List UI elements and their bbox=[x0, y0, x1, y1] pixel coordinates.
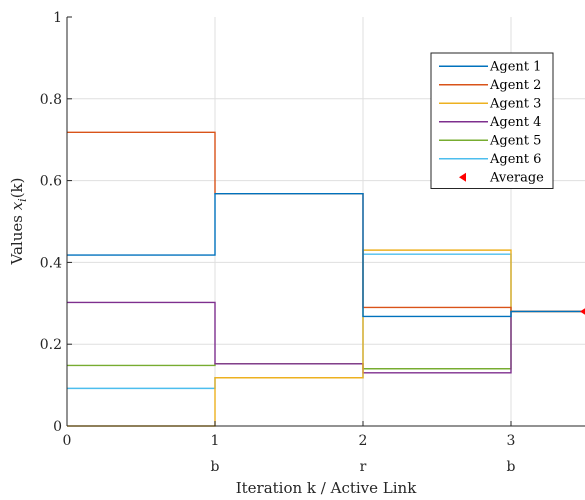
active-link-label-0: b bbox=[211, 459, 220, 475]
legend-swatch-average bbox=[459, 172, 466, 182]
legend: Agent 1 Agent 2 Agent 3 Agent 4 Agent 5 Agent… bbox=[430, 52, 554, 189]
y-axis-label-main: Values bbox=[8, 210, 26, 265]
average-layer bbox=[580, 308, 585, 315]
x-axis-label: Iteration k / Active Link bbox=[236, 479, 418, 497]
y-axis-label-sub: i bbox=[16, 198, 29, 202]
legend-label-agent-3: Agent 3 bbox=[489, 96, 541, 111]
y-axis-label-var: x bbox=[8, 201, 26, 210]
y-tick-label-5: 1 bbox=[53, 10, 62, 26]
y-tick-label-4: 0.8 bbox=[40, 92, 62, 108]
legend-label-agent-2: Agent 2 bbox=[489, 78, 541, 93]
legend-label-average: Average bbox=[489, 170, 544, 185]
x-tick-label-2: 2 bbox=[359, 433, 368, 449]
series-lines bbox=[67, 131, 585, 427]
legend-label-agent-4: Agent 4 bbox=[489, 115, 541, 130]
legend-label-agent-5: Agent 5 bbox=[489, 133, 541, 148]
tick-labels: 0 0.2 0.4 0.6 0.8 1 0 1 2 3 bbox=[40, 10, 516, 449]
series-line-agent-1 bbox=[67, 192, 585, 318]
y-tick-label-0: 0 bbox=[53, 419, 62, 435]
x-tick-label-0: 0 bbox=[63, 433, 72, 449]
y-tick-label-3: 0.6 bbox=[40, 174, 62, 190]
y-tick-label-1: 0.2 bbox=[40, 337, 62, 353]
y-axis-label: Values xi(k) bbox=[8, 178, 29, 266]
legend-box bbox=[430, 52, 554, 189]
y-axis-label-arg: (k) bbox=[8, 178, 26, 199]
average-marker bbox=[580, 308, 585, 315]
legend-label-agent-6: Agent 6 bbox=[489, 152, 541, 167]
y-tick-label-2: 0.4 bbox=[40, 255, 62, 271]
legend-label-agent-1: Agent 1 bbox=[489, 59, 541, 74]
x-tick-label-1: 1 bbox=[211, 433, 220, 449]
x-tick-label-3: 3 bbox=[507, 433, 516, 449]
active-link-label-1: r bbox=[360, 459, 367, 475]
active-link-label-2: b bbox=[507, 459, 516, 475]
axes bbox=[66, 16, 585, 427]
